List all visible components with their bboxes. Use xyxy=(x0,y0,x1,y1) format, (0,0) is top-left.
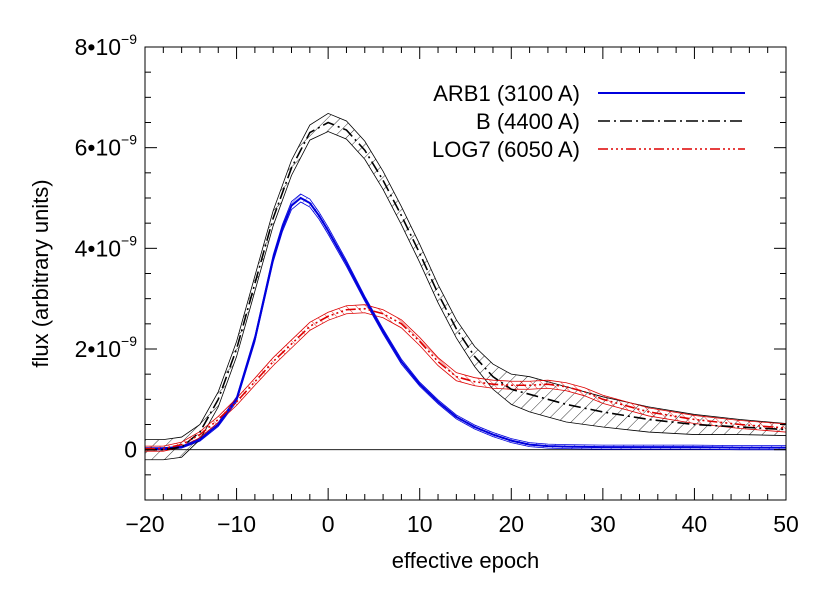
series-line-log7 xyxy=(145,307,786,450)
band-upper-arb1 xyxy=(145,193,786,449)
tick-labels: −20 −10 0 10 20 30 40 50 0 2•10−9 4•10−9 6•10−9 8•10… xyxy=(75,31,799,537)
band-upper-b xyxy=(145,112,786,441)
y-tick-label: 0 xyxy=(124,437,137,463)
series-line-b xyxy=(145,121,786,451)
legend-label-arb1: ARB1 (3100 A) xyxy=(433,81,580,106)
band-b xyxy=(145,113,786,460)
y-axis-label: flux (arbitrary units) xyxy=(28,179,53,367)
x-tick-label: 50 xyxy=(773,511,799,537)
band-lower-log7 xyxy=(145,312,786,452)
y-tick-label: 2•10−9 xyxy=(75,333,138,362)
band-arb1 xyxy=(145,193,786,450)
axes xyxy=(144,46,787,501)
band-lower-b xyxy=(145,131,786,461)
x-tick-label: 40 xyxy=(682,511,708,537)
x-tick-label: 20 xyxy=(498,511,524,537)
band-upper-log7 xyxy=(145,304,786,447)
x-tick-label: 10 xyxy=(407,511,433,537)
y-tick-label: 4•10−9 xyxy=(75,232,138,261)
series-line-arb1 xyxy=(145,196,786,450)
legend-label-log7: LOG7 (6050 A) xyxy=(432,137,580,162)
legend-label-b: B (4400 A) xyxy=(476,109,580,134)
band-log7 xyxy=(145,304,786,452)
x-axis-label: effective epoch xyxy=(392,548,540,573)
legend: ARB1 (3100 A) B (4400 A) LOG7 (6050 A) xyxy=(432,81,745,162)
x-tick-label: 30 xyxy=(590,511,616,537)
y-tick-label: 8•10−9 xyxy=(75,31,138,60)
x-tick-label: −20 xyxy=(125,511,164,537)
plot-content xyxy=(145,112,786,461)
x-tick-label: 0 xyxy=(322,511,335,537)
y-tick-label: 6•10−9 xyxy=(75,132,138,161)
x-tick-label: −10 xyxy=(217,511,256,537)
